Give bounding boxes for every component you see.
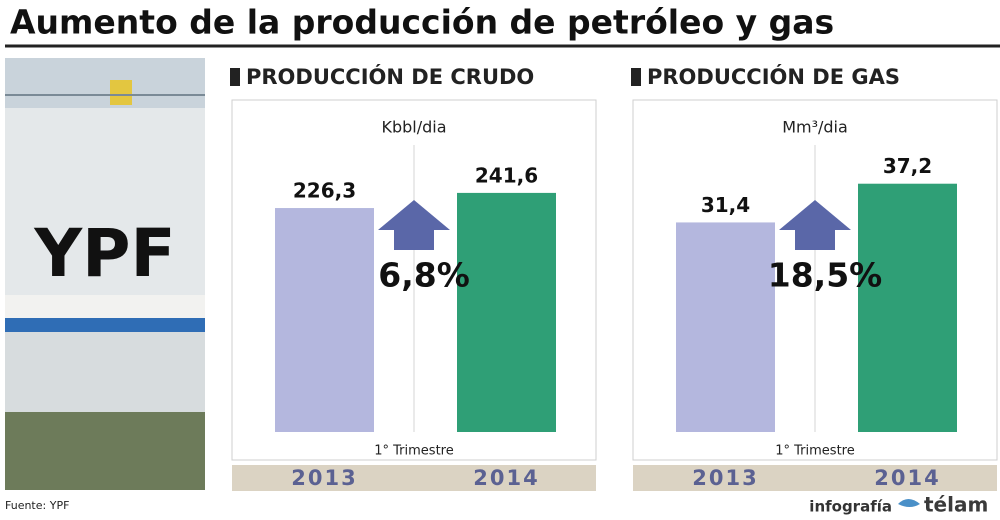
main-title: Aumento de la producción de petróleo y g…	[10, 3, 834, 42]
category-label: 2014	[874, 466, 940, 490]
change-annotation: 18,5%	[768, 256, 883, 295]
value-label: 37,2	[883, 154, 932, 178]
photo-logo: YPF	[33, 215, 175, 292]
bar	[676, 222, 775, 432]
chart-title: PRODUCCIÓN DE GAS	[647, 64, 900, 89]
header-square	[631, 68, 641, 86]
unit-label: Mm³/dia	[782, 118, 848, 137]
photo: YPF	[5, 58, 205, 490]
bar	[457, 192, 556, 432]
source: Fuente: YPF	[5, 499, 69, 512]
bar	[858, 183, 957, 432]
bar	[275, 208, 374, 432]
credit-icon	[898, 499, 920, 507]
credit-prefix: infografía	[809, 498, 892, 516]
chart-title: PRODUCCIÓN DE CRUDO	[246, 64, 534, 89]
category-label: 2013	[692, 466, 758, 490]
change-annotation: 6,8%	[378, 256, 470, 295]
up-arrow	[378, 200, 450, 250]
category-strip	[232, 465, 596, 491]
category-strip	[633, 465, 997, 491]
x-axis-label: 1° Trimestre	[775, 444, 854, 459]
value-label: 241,6	[475, 163, 538, 187]
category-label: 2014	[473, 466, 539, 490]
credit-brand: télam	[924, 493, 988, 517]
header-square	[230, 68, 240, 86]
x-axis-label: 1° Trimestre	[374, 444, 453, 459]
up-arrow	[779, 200, 851, 250]
category-label: 2013	[291, 466, 357, 490]
unit-label: Kbbl/dia	[381, 118, 446, 137]
value-label: 31,4	[701, 193, 750, 217]
value-label: 226,3	[293, 179, 356, 203]
